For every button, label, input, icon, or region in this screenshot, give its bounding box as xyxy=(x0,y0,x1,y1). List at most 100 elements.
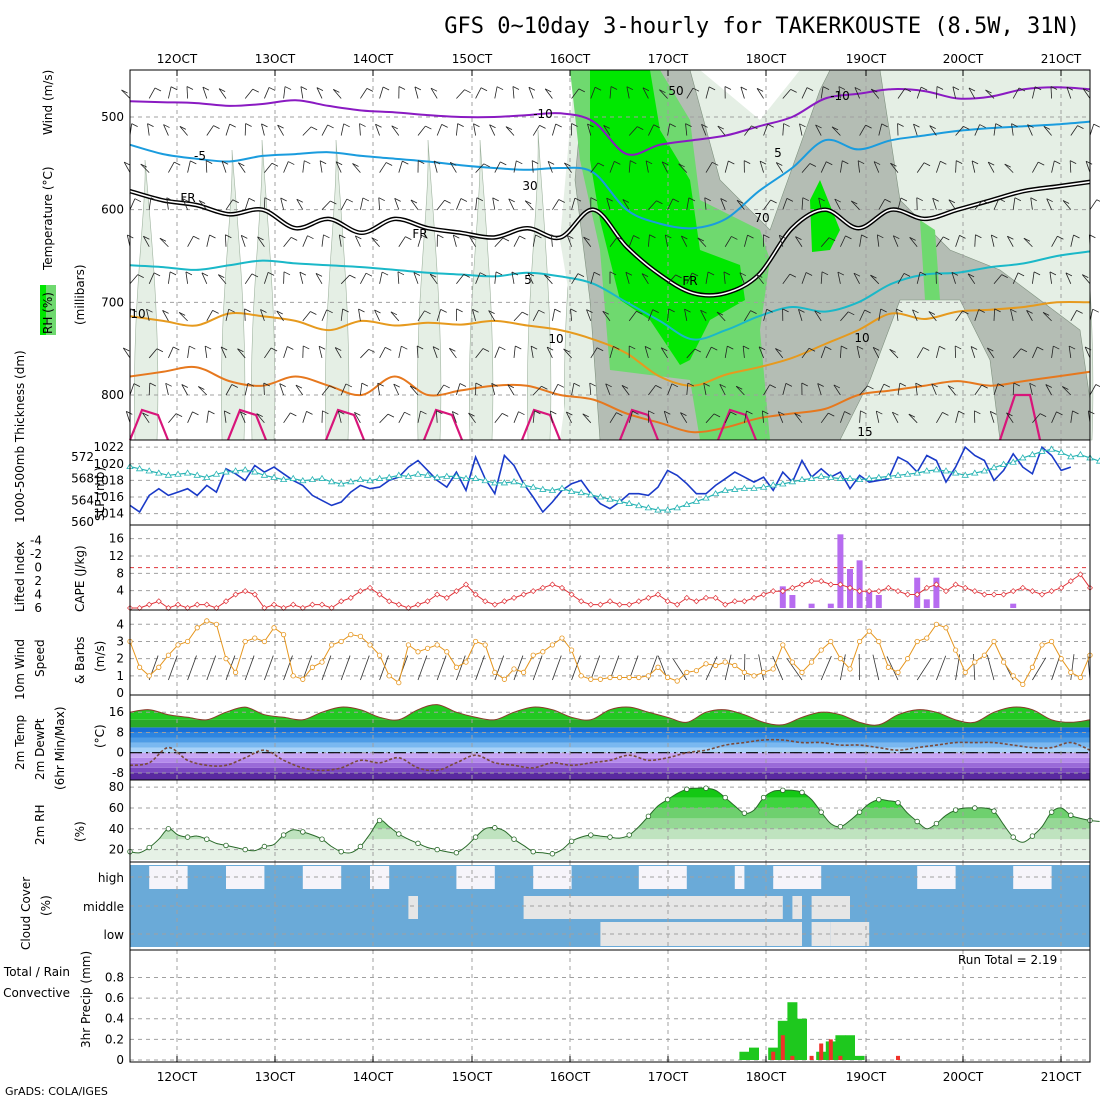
wind-barb-flag xyxy=(833,384,841,389)
wind-barb-flag xyxy=(841,345,848,350)
clear-sky-segment xyxy=(638,866,687,889)
isotherm-5 xyxy=(129,250,1091,341)
rh-point xyxy=(511,836,517,842)
wind-barb xyxy=(663,411,668,423)
wind-barb-flag xyxy=(463,273,470,278)
wind-barb-flag xyxy=(661,161,669,166)
wind-barb xyxy=(491,383,496,396)
lifted-index-point xyxy=(674,601,681,608)
wind-barb xyxy=(414,86,419,99)
wind-barb-flag xyxy=(995,123,1002,128)
ylabel-wind-2: Speed xyxy=(33,639,47,677)
lifted-index-point xyxy=(568,591,575,598)
wind-barb xyxy=(929,125,937,136)
wind-barb-flag xyxy=(691,272,699,277)
wind-barb-flag xyxy=(1006,412,1013,417)
wind-barb xyxy=(724,346,728,359)
wind-speed-point xyxy=(722,659,728,665)
wind-barb-flag xyxy=(981,384,988,389)
isotherm-label: 5 xyxy=(524,273,532,287)
wind-barb xyxy=(628,411,633,423)
wind-barb xyxy=(186,86,188,99)
wind-barb xyxy=(951,272,956,284)
wind-barb xyxy=(513,655,524,681)
wind-speed-point xyxy=(367,642,373,648)
thickness-point xyxy=(769,481,777,488)
wind-barb-flag xyxy=(723,271,731,276)
marks-layer xyxy=(121,86,1100,1060)
wind-barb-flag xyxy=(893,235,900,240)
wind-barb xyxy=(435,410,438,423)
wind-barb xyxy=(492,197,496,210)
rh-point xyxy=(856,809,863,815)
ylabel-thickness: 1000-500mb Thickness (dm) xyxy=(13,350,27,523)
lifted-index-point xyxy=(712,594,719,601)
wind-barb-flag xyxy=(1013,382,1021,387)
wind-barb xyxy=(452,235,457,247)
wind-barb-flag xyxy=(577,273,585,277)
wind-barb xyxy=(122,347,131,359)
wind-barb-flag xyxy=(645,160,653,165)
wind-barb xyxy=(724,411,731,423)
thickness-point xyxy=(279,475,288,483)
wind-barb-flag xyxy=(159,237,167,242)
wind-barb xyxy=(166,197,169,210)
rh-point xyxy=(991,808,997,814)
wind-barb-flag xyxy=(831,126,839,131)
wind-barb xyxy=(582,413,592,424)
wind-barb xyxy=(872,347,880,359)
wind-barb xyxy=(782,273,791,285)
wind-barb-flag xyxy=(567,235,574,239)
wind-barb xyxy=(686,383,689,396)
wind-speed-point xyxy=(828,638,834,645)
slp-tick-label: 1020 xyxy=(93,457,124,471)
lifted-index-point xyxy=(1010,588,1017,595)
wind-barb-flag xyxy=(261,123,268,128)
wind-speed-point xyxy=(559,635,565,641)
wind-barb-flag xyxy=(794,412,801,417)
wind-barb-flag xyxy=(587,123,594,128)
wind-barb xyxy=(225,655,236,681)
isotherm-label: -5 xyxy=(194,149,206,163)
thickness-point xyxy=(529,483,537,490)
wind-barb xyxy=(488,310,496,322)
wind-barb-flag xyxy=(452,411,459,415)
wind-barb xyxy=(475,87,482,99)
wind-barb-flag xyxy=(742,345,750,350)
temperature-band xyxy=(130,772,1090,780)
wind-barb-flag xyxy=(361,382,369,387)
wind-barb xyxy=(667,123,671,136)
rh-point xyxy=(492,825,498,831)
bottom-x-tick-label: 15OCT xyxy=(452,1070,493,1084)
rh-point xyxy=(607,834,613,840)
rh-point xyxy=(818,809,824,815)
wind-barb-flag xyxy=(861,234,868,239)
rh-point xyxy=(760,794,767,801)
wind-barb-flag xyxy=(987,347,994,352)
wind-barb xyxy=(1062,386,1072,396)
wind-speed-point xyxy=(789,659,796,665)
wind-barb xyxy=(744,235,748,247)
wind-barb-flag xyxy=(904,88,912,92)
wind-barb xyxy=(763,384,771,396)
wind-barb xyxy=(456,123,459,136)
wind-barb xyxy=(531,160,534,173)
wind-barb xyxy=(667,198,674,210)
lifted-index-point xyxy=(693,598,700,605)
wind-barb-flag xyxy=(758,346,766,351)
clear-sky-segment xyxy=(408,896,418,919)
wind-barb-flag xyxy=(877,234,884,239)
lifted-index-point xyxy=(491,601,498,608)
wind-barb-flag xyxy=(381,271,389,276)
wind-barb xyxy=(974,234,976,247)
lifted-index-point xyxy=(1058,584,1065,591)
wind-barb xyxy=(398,346,402,359)
wind-barb xyxy=(530,346,534,359)
precip-convective-bar xyxy=(838,1055,843,1060)
wind-barb-flag xyxy=(345,383,353,388)
wind-barb-flag xyxy=(687,382,695,387)
wind-barb-flag xyxy=(573,382,581,387)
text-layer: 12OCT12OCT13OCT13OCT14OCT14OCT15OCT15OCT… xyxy=(3,52,1082,1084)
wind-barb-flag xyxy=(1069,160,1077,164)
wind-barb-flag xyxy=(284,86,292,90)
